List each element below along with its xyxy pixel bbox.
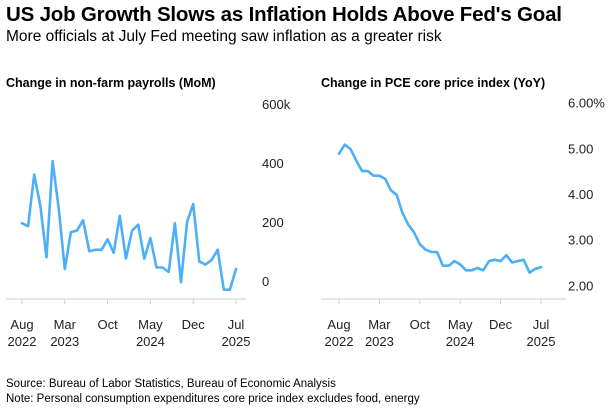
payrolls-series-line: [20, 159, 238, 292]
payrolls-x-tick-label: 2025: [222, 334, 251, 349]
payrolls-x-tick-label: Mar: [54, 317, 77, 332]
payrolls-y-tick-label: 400: [262, 156, 284, 171]
payrolls-panel-title: Change in non-farm payrolls (MoM): [6, 76, 216, 90]
chart-subtitle: More officials at July Fed meeting saw i…: [6, 28, 442, 45]
payrolls-x-tick-label: Dec: [182, 317, 206, 332]
pce-panel-title: Change in PCE core price index (YoY): [321, 76, 546, 90]
payrolls-x-tick-label: Aug: [10, 317, 33, 332]
footnote: Note: Personal consumption expenditures …: [6, 393, 420, 405]
payrolls-y-tick-label: 0: [262, 274, 269, 289]
payrolls-x-tick-label: Oct: [97, 317, 118, 332]
payrolls-x-tick-label: 2023: [50, 334, 79, 349]
payrolls-y-tick-label: 600k: [262, 97, 291, 112]
payrolls-x-tick-label: 2022: [8, 334, 37, 349]
payrolls-x-tick-label: May: [138, 317, 163, 332]
payrolls-x-tick-label: 2024: [136, 334, 165, 349]
chart-title: US Job Growth Slows as Inflation Holds A…: [6, 3, 562, 26]
source-note: Source: Bureau of Labor Statistics, Bure…: [6, 378, 336, 390]
payrolls-y-tick-label: 200: [262, 215, 284, 230]
payrolls-x-tick-label: Jul: [228, 317, 245, 332]
